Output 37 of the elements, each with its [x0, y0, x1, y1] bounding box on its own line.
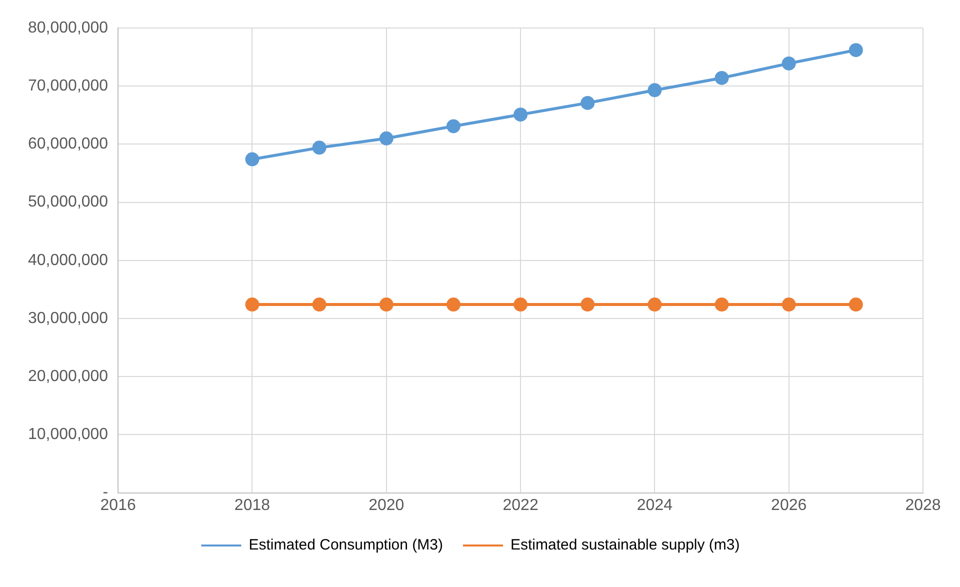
- point: [782, 56, 796, 70]
- x-tick-label: 2026: [771, 496, 807, 514]
- y-tick-label: 80,000,000: [28, 19, 108, 36]
- point: [245, 152, 260, 166]
- point: [580, 298, 595, 312]
- y-tick-label: 60,000,000: [28, 136, 108, 153]
- point: [648, 298, 662, 312]
- point: [514, 108, 528, 122]
- legend-label: Estimated Consumption (M3): [248, 536, 443, 554]
- y-tick-label: 30,000,000: [28, 310, 108, 327]
- point: [312, 140, 326, 155]
- legend-label: Estimated sustainable supply (m3): [510, 536, 740, 554]
- point: [848, 298, 863, 312]
- point: [514, 298, 528, 312]
- point: [379, 298, 394, 312]
- x-tick-label: 2028: [905, 496, 941, 514]
- y-tick-label: 70,000,000: [28, 78, 108, 95]
- point: [245, 298, 260, 312]
- x-tick-label: 2018: [234, 496, 270, 514]
- x-tick-label: 2016: [100, 496, 136, 514]
- y-tick-label: 40,000,000: [28, 252, 108, 269]
- point: [648, 83, 662, 98]
- y-tick-label: 50,000,000: [28, 194, 108, 211]
- point: [714, 70, 729, 85]
- point: [714, 298, 729, 312]
- y-tick-label: 10,000,000: [28, 426, 108, 444]
- point: [379, 131, 394, 146]
- x-tick-label: 2024: [636, 496, 673, 514]
- point: [446, 298, 460, 312]
- point: [312, 298, 326, 312]
- point: [580, 96, 595, 110]
- x-tick-label: 2022: [502, 496, 538, 514]
- point: [848, 43, 863, 58]
- point: [782, 298, 796, 312]
- point: [446, 119, 460, 134]
- y-tick-label: 20,000,000: [28, 368, 108, 386]
- x-tick-label: 2020: [368, 496, 404, 514]
